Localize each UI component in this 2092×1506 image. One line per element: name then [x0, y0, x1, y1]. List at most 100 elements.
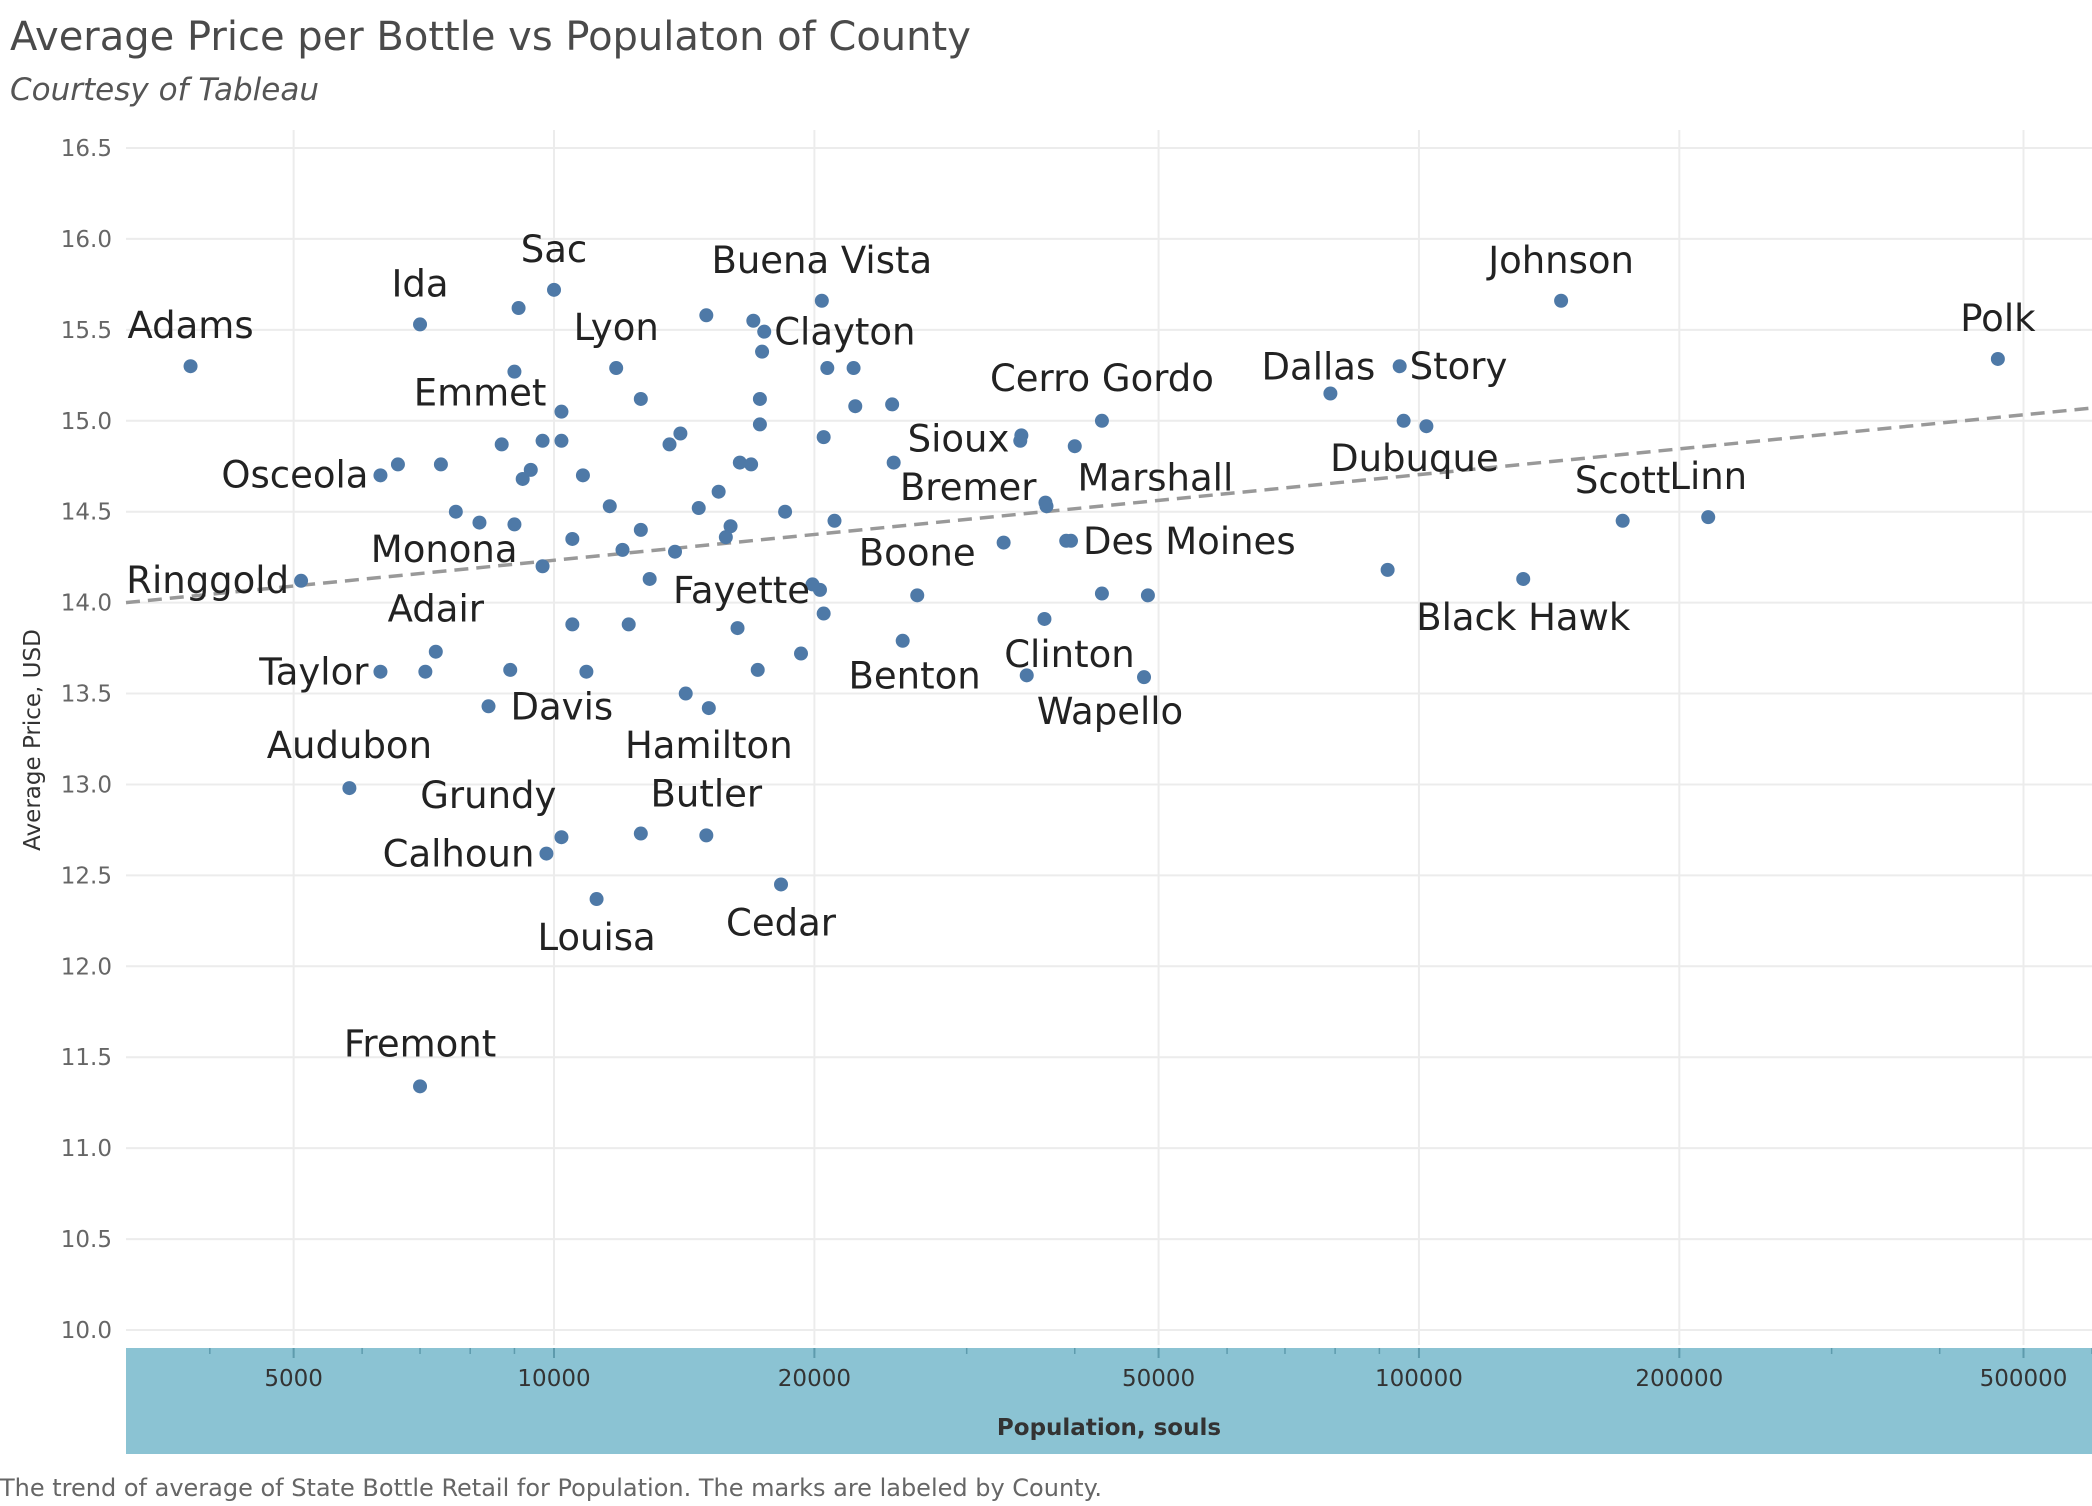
scatter-plot: 10.0 10.5 11.0 11.5 12.0 12.5 13.0 13.5 14.0 14.5… — [20, 130, 2092, 1454]
point-label: Cedar — [726, 901, 837, 944]
data-point — [390, 457, 405, 472]
data-point — [699, 828, 714, 843]
data-point — [794, 646, 809, 661]
x-minor-ticks — [209, 1348, 2092, 1354]
data-point — [1094, 586, 1109, 601]
x-axis-band — [126, 1348, 2092, 1454]
data-point — [1396, 413, 1411, 428]
data-point — [511, 301, 526, 316]
point-label: Sioux — [908, 417, 1010, 460]
data-point — [428, 644, 443, 659]
chart-caption: The trend of average of State Bottle Ret… — [0, 1474, 1102, 1502]
data-point — [565, 531, 580, 546]
data-point — [1419, 419, 1434, 434]
data-point — [691, 501, 706, 516]
data-point — [413, 1079, 428, 1094]
data-point — [535, 559, 550, 574]
data-point — [755, 344, 770, 359]
point-label: Buena Vista — [711, 239, 932, 282]
data-point — [472, 515, 487, 530]
point-label: Adams — [127, 304, 253, 347]
data-point — [812, 582, 827, 597]
point-label: Osceola — [221, 453, 368, 496]
point-label: Des Moines — [1083, 520, 1296, 563]
data-point — [752, 417, 767, 432]
x-tick-label: 20000 — [778, 1366, 851, 1392]
y-tick-label: 13.5 — [61, 682, 112, 708]
data-point — [885, 397, 900, 412]
x-tick-label: 500000 — [1980, 1366, 2068, 1392]
x-axis-title: Population, souls — [997, 1415, 1221, 1441]
point-label: Linn — [1669, 455, 1747, 498]
point-label: Dallas — [1262, 345, 1376, 388]
y-tick-label: 11.0 — [61, 1136, 112, 1162]
data-point — [547, 282, 562, 297]
x-tick-label: 100000 — [1375, 1366, 1463, 1392]
data-point — [554, 404, 569, 419]
point-label: Emmet — [414, 372, 547, 415]
point-label: Adair — [388, 588, 485, 631]
data-point — [1140, 588, 1155, 603]
data-point — [633, 826, 648, 841]
data-point — [886, 455, 901, 470]
data-point — [433, 457, 448, 472]
data-points — [183, 282, 2005, 1094]
point-label: Clinton — [1004, 633, 1134, 676]
point-label: Davis — [511, 685, 614, 728]
data-point — [711, 484, 726, 499]
data-point — [621, 617, 636, 632]
data-point — [602, 499, 617, 514]
point-label: Johnson — [1486, 239, 1634, 282]
data-point — [609, 361, 624, 376]
data-point — [554, 830, 569, 845]
data-point — [503, 662, 518, 677]
data-point — [183, 359, 198, 374]
data-point — [732, 455, 747, 470]
data-point — [846, 361, 861, 376]
data-point — [539, 846, 554, 861]
y-tick-label: 15.5 — [61, 318, 112, 344]
y-axis-title: Average Price, USD — [20, 629, 46, 851]
point-label: Fremont — [344, 1022, 496, 1065]
data-point — [757, 324, 772, 339]
data-point — [507, 364, 522, 379]
data-point — [814, 293, 829, 308]
x-tick-label: 200000 — [1635, 1366, 1723, 1392]
data-point — [730, 621, 745, 636]
data-point — [1063, 533, 1078, 548]
point-label: Fayette — [673, 569, 810, 612]
data-point — [1990, 351, 2005, 366]
data-point — [642, 571, 657, 586]
point-label: Polk — [1960, 297, 2036, 340]
data-point — [565, 617, 580, 632]
data-point — [1701, 510, 1716, 525]
data-point — [662, 437, 677, 452]
data-point — [294, 573, 309, 588]
data-point — [895, 633, 910, 648]
y-tick-label: 12.0 — [61, 954, 112, 980]
x-tick-label: 10000 — [517, 1366, 590, 1392]
data-point — [701, 701, 716, 716]
data-point — [996, 535, 1011, 550]
grid-lines — [126, 130, 2092, 1358]
data-point — [1037, 611, 1052, 626]
data-point — [589, 892, 604, 907]
data-point — [579, 664, 594, 679]
point-label: Calhoun — [383, 833, 535, 876]
trend-line — [125, 406, 2092, 605]
y-tick-labels: 10.0 10.5 11.0 11.5 12.0 12.5 13.0 13.5 14.0 14.5… — [61, 136, 112, 1344]
data-point — [1516, 571, 1531, 586]
data-point — [1067, 439, 1082, 454]
data-point — [816, 430, 831, 445]
data-point — [575, 468, 590, 483]
data-point — [1323, 386, 1338, 401]
y-tick-label: 16.0 — [61, 227, 112, 253]
point-label: Lyon — [574, 306, 659, 349]
point-label: Hamilton — [625, 724, 793, 767]
data-point — [1392, 359, 1407, 374]
point-label: Taylor — [258, 651, 369, 694]
data-point — [1137, 670, 1152, 685]
data-point — [1013, 433, 1028, 448]
data-point — [1380, 562, 1395, 577]
data-point — [554, 433, 569, 448]
